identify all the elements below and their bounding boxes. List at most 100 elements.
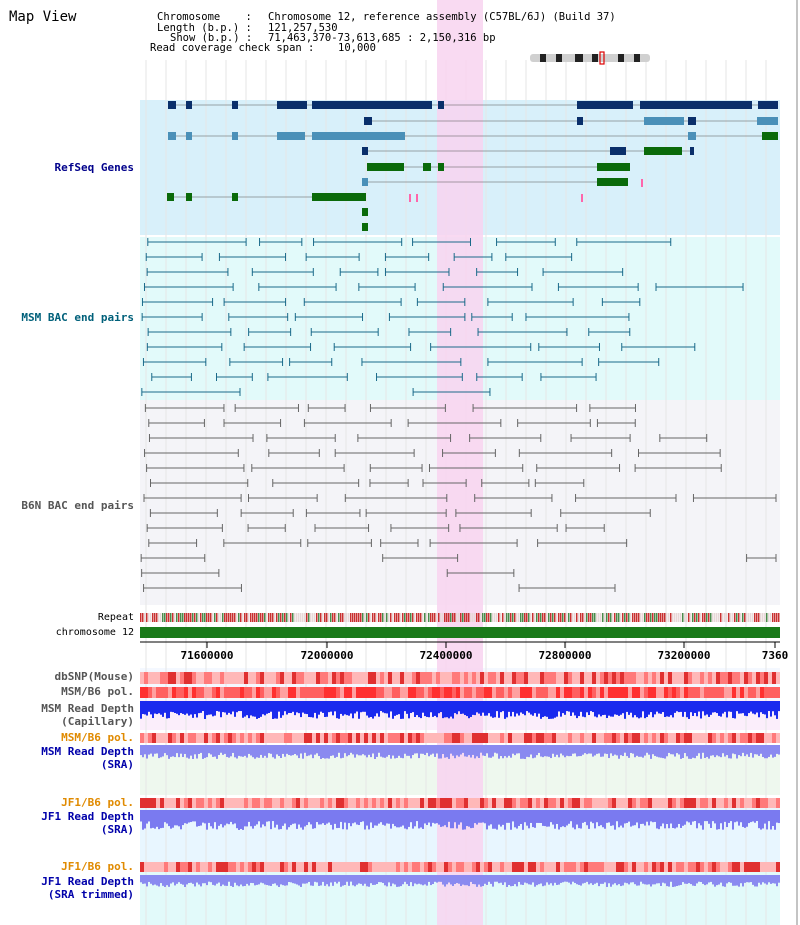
polymorphism-cell	[432, 687, 436, 698]
jf1-trimmed-depth-bar	[346, 875, 348, 882]
polymorphism-cell	[328, 862, 332, 872]
jf1-sra-depth-bar	[390, 810, 392, 829]
msm-capillary-depth-bar	[304, 701, 306, 714]
polymorphism-cell	[652, 733, 656, 743]
track-label-jf1-depth-sra[interactable]: JF1 Read Depth	[41, 810, 134, 823]
polymorphism-cell	[596, 862, 600, 872]
msm-sra-depth-bar	[676, 745, 678, 754]
jf1-sra-depth-bar	[380, 810, 382, 823]
polymorphism-cell	[668, 687, 672, 698]
msm-capillary-depth-bar	[676, 701, 678, 712]
msm-sra-depth-bar	[154, 745, 156, 754]
track-label-msm-depth-cap[interactable]: MSM Read Depth	[41, 702, 134, 715]
jf1-sra-depth-bar	[436, 810, 438, 824]
jf1-trimmed-depth-bar	[390, 875, 392, 887]
polymorphism-cell	[704, 733, 708, 743]
track-label-jf1-depth-trim[interactable]: JF1 Read Depth	[41, 875, 134, 888]
track-label-jf1-pol-2[interactable]: JF1/B6 pol.	[61, 860, 134, 873]
repeat-mark	[428, 613, 430, 622]
repeat-mark	[744, 613, 746, 622]
polymorphism-cell	[480, 798, 484, 808]
ideogram-band	[592, 54, 598, 62]
polymorphism-cell	[188, 672, 192, 684]
polymorphism-cell	[448, 672, 452, 684]
repeat-mark	[600, 613, 602, 622]
msm-sra-depth-bar	[682, 745, 684, 758]
polymorphism-cell	[576, 733, 580, 743]
msm-capillary-depth-bar	[608, 701, 610, 716]
jf1-trimmed-depth-bar	[440, 875, 442, 882]
jf1-trimmed-depth-bar	[550, 875, 552, 884]
msm-sra-depth-bar	[468, 745, 470, 756]
polymorphism-cell	[760, 672, 764, 684]
jf1-trimmed-depth-bar	[320, 875, 322, 886]
jf1-trimmed-depth-bar	[304, 875, 306, 884]
jf1-sra-depth-bar	[552, 810, 554, 825]
polymorphism-cell	[184, 798, 188, 808]
polymorphism-cell	[512, 687, 516, 698]
polymorphism-cell	[364, 687, 368, 698]
msm-capillary-depth-bar	[520, 701, 522, 713]
polymorphism-cell	[164, 733, 168, 743]
msm-sra-depth-bar	[158, 745, 160, 759]
msm-capillary-depth-bar	[586, 701, 588, 713]
polymorphism-cell	[336, 862, 340, 872]
polymorphism-cell	[684, 672, 688, 684]
jf1-sra-depth-bar	[586, 810, 588, 826]
polymorphism-cell	[416, 672, 420, 684]
track-label-msm-b6-pol[interactable]: MSM/B6 pol.	[61, 685, 134, 698]
polymorphism-cell	[532, 672, 536, 684]
jf1-sra-depth-bar	[640, 810, 642, 824]
polymorphism-cell	[760, 687, 764, 698]
repeat-mark	[480, 613, 482, 622]
polymorphism-cell	[212, 733, 216, 743]
track-label-b6n-bac[interactable]: B6N BAC end pairs	[21, 499, 134, 512]
jf1-sra-depth-bar	[230, 810, 232, 822]
polymorphism-cell	[644, 672, 648, 684]
msm-sra-depth-bar	[212, 745, 214, 757]
track-label-msm-depth-sra[interactable]: MSM Read Depth	[41, 745, 134, 758]
track-label-refseq[interactable]: RefSeq Genes	[54, 161, 134, 174]
jf1-trimmed-depth-bar	[338, 875, 340, 882]
msm-sra-depth-bar	[448, 745, 450, 759]
repeat-mark	[294, 613, 296, 622]
jf1-sra-depth-bar	[668, 810, 670, 829]
polymorphism-cell	[244, 862, 248, 872]
polymorphism-cell	[144, 862, 148, 872]
repeat-mark	[382, 613, 384, 622]
msm-capillary-depth-bar	[154, 701, 156, 714]
msm-capillary-depth-bar	[416, 701, 418, 716]
msm-sra-depth-bar	[364, 745, 366, 756]
repeat-mark	[620, 613, 622, 622]
polymorphism-cell	[144, 733, 148, 743]
polymorphism-cell	[440, 862, 444, 872]
polymorphism-cell	[344, 798, 348, 808]
jf1-trimmed-depth-bar	[246, 875, 248, 884]
msm-sra-depth-bar	[370, 745, 372, 758]
jf1-sra-depth-bar	[610, 810, 612, 826]
track-label-msm-b6-pol-2[interactable]: MSM/B6 pol.	[61, 731, 134, 744]
jf1-sra-depth-bar	[592, 810, 594, 824]
msm-capillary-depth-bar	[270, 701, 272, 712]
polymorphism-cell	[592, 687, 596, 698]
polymorphism-cell	[652, 672, 656, 684]
jf1-trimmed-depth-bar	[734, 875, 736, 886]
track-label-msm-bac[interactable]: MSM BAC end pairs	[21, 311, 134, 324]
msm-sra-depth-bar	[454, 745, 456, 759]
polymorphism-cell	[736, 733, 740, 743]
track-label-jf1-pol[interactable]: JF1/B6 pol.	[61, 796, 134, 809]
polymorphism-cell	[228, 672, 232, 684]
track-label-dbsnp[interactable]: dbSNP(Mouse)	[54, 670, 134, 683]
gene-exon	[577, 101, 633, 109]
polymorphism-cell	[272, 862, 276, 872]
msm-capillary-depth-bar	[476, 701, 478, 713]
polymorphism-cell	[184, 733, 188, 743]
polymorphism-cell	[292, 798, 296, 808]
msm-capillary-depth-bar	[180, 701, 182, 714]
polymorphism-cell	[620, 733, 624, 743]
polymorphism-cell	[612, 798, 616, 808]
repeat-mark	[298, 613, 300, 622]
polymorphism-cell	[364, 862, 368, 872]
jf1-sra-depth-bar	[606, 810, 608, 823]
